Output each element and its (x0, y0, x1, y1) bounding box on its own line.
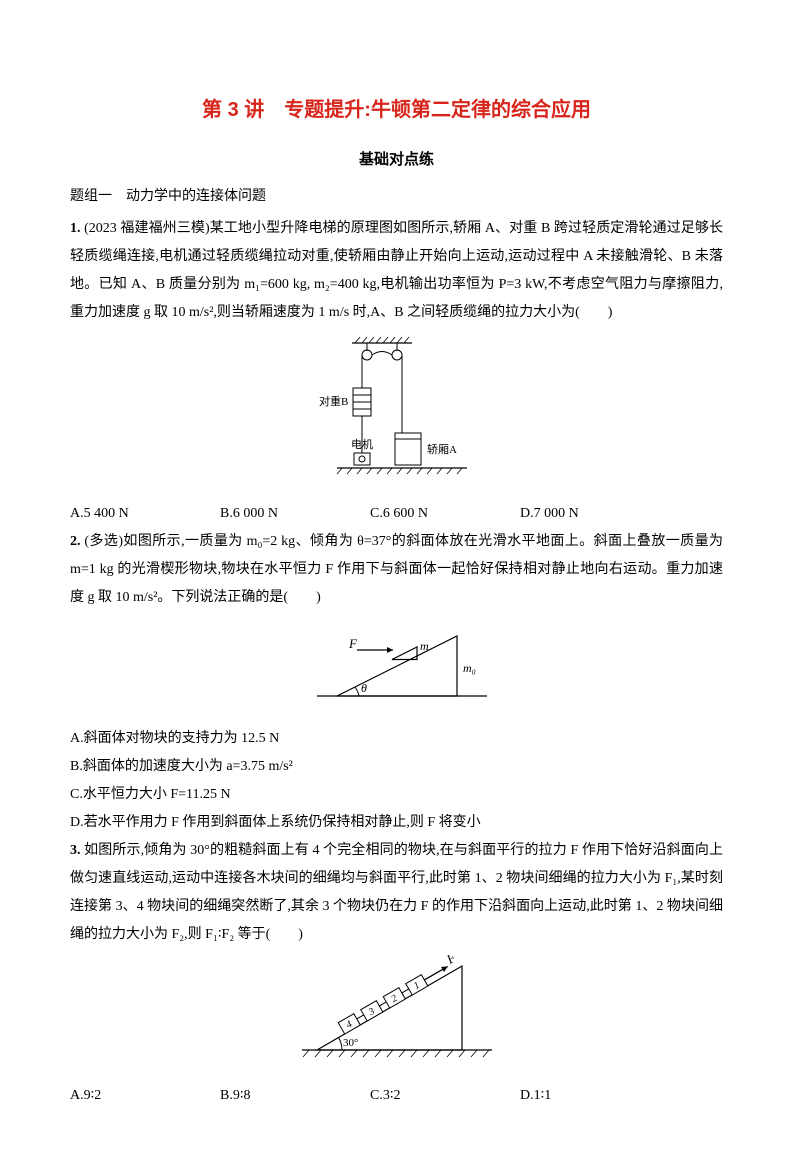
problem-2-figure: θ F m m₀ (70, 618, 723, 719)
problem-1-text: (2023 福建福州三模)某工地小型升降电梯的原理图如图所示,轿厢 A、对重 B… (70, 221, 723, 320)
problem-2-number: 2. (70, 534, 81, 549)
fig2-label-F: F (348, 636, 358, 651)
problem-1-option-C: C.6 600 N (370, 500, 520, 528)
problem-1-option-D: D.7 000 N (520, 500, 670, 528)
problem-3-option-B: B.9∶8 (220, 1082, 370, 1110)
problem-3-option-D: D.1∶1 (520, 1082, 670, 1110)
problem-3-option-A: A.9∶2 (70, 1082, 220, 1110)
problem-3: 3. 如图所示,倾角为 30°的粗糙斜面上有 4 个完全相同的物块,在与斜面平行… (70, 837, 723, 949)
fig1-label-A: 轿厢A (427, 442, 457, 456)
problem-3-figure: 30° 4 3 2 1 F (70, 955, 723, 1076)
problem-3-number: 3. (70, 843, 81, 858)
fig3-label-angle: 30° (343, 1037, 358, 1049)
fig1-label-motor: 电机 (351, 437, 373, 451)
fig2-label-m0: m₀ (463, 661, 476, 675)
fig2-label-theta: θ (361, 681, 367, 695)
problem-1-figure: 对重B 电机 轿厢A (70, 333, 723, 494)
problem-3-option-C: C.3∶2 (370, 1082, 520, 1110)
fig1-label-B: 对重B (319, 394, 348, 408)
problem-2: 2. (多选)如图所示,一质量为 m₀=2 kg、倾角为 θ=37°的斜面体放在… (70, 528, 723, 612)
page-title: 第 3 讲 专题提升:牛顿第二定律的综合应用 (70, 90, 723, 130)
problem-2-option-C: C.水平恒力大小 F=11.25 N (70, 781, 723, 809)
problem-2-option-B: B.斜面体的加速度大小为 a=3.75 m/s² (70, 753, 723, 781)
problem-1-option-B: B.6 000 N (220, 500, 370, 528)
problem-2-option-D: D.若水平作用力 F 作用到斜面体上系统仍保持相对静止,则 F 将变小 (70, 809, 723, 837)
problem-3-text: 如图所示,倾角为 30°的粗糙斜面上有 4 个完全相同的物块,在与斜面平行的拉力… (70, 843, 723, 942)
problem-3-options: A.9∶2 B.9∶8 C.3∶2 D.1∶1 (70, 1082, 723, 1110)
topic-group-1-label: 题组一 动力学中的连接体问题 (70, 183, 723, 211)
fig2-label-m: m (420, 639, 429, 653)
problem-2-option-A: A.斜面体对物块的支持力为 12.5 N (70, 725, 723, 753)
problem-2-text: (多选)如图所示,一质量为 m₀=2 kg、倾角为 θ=37°的斜面体放在光滑水… (70, 534, 723, 605)
page-subtitle: 基础对点练 (70, 145, 723, 175)
fig3-label-F: F (442, 955, 458, 967)
problem-1-number: 1. (70, 221, 81, 236)
problem-1: 1. (2023 福建福州三模)某工地小型升降电梯的原理图如图所示,轿厢 A、对… (70, 215, 723, 327)
problem-1-option-A: A.5 400 N (70, 500, 220, 528)
problem-1-options: A.5 400 N B.6 000 N C.6 600 N D.7 000 N (70, 500, 723, 528)
